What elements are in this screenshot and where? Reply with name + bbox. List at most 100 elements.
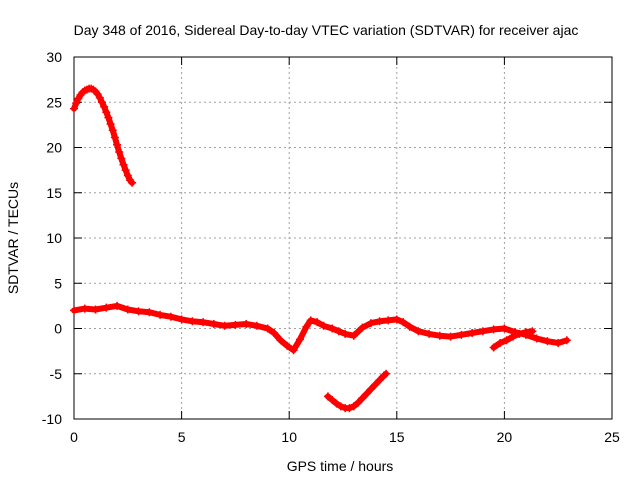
data-point [166, 312, 175, 321]
data-point [384, 316, 393, 325]
data-point [521, 328, 530, 337]
y-tick-label: 10 [46, 230, 62, 246]
data-point [543, 337, 552, 346]
data-point [102, 303, 111, 312]
data-point [70, 306, 78, 315]
data-point [209, 319, 218, 328]
data-point [102, 108, 111, 117]
y-tick-label: 25 [46, 94, 62, 110]
data-point [489, 343, 498, 352]
data-point [295, 335, 304, 344]
data-point [123, 305, 132, 314]
data-point [263, 324, 272, 333]
chart-title: Day 348 of 2016, Sidereal Day-to-day VTE… [74, 22, 579, 38]
data-point [270, 329, 279, 338]
data-point [414, 327, 423, 336]
data-point [313, 318, 322, 327]
data-point [446, 332, 455, 341]
data-point [121, 166, 130, 175]
data-point [358, 323, 367, 332]
y-tick-label: 30 [46, 49, 62, 65]
data-point [334, 327, 343, 336]
data-point [562, 336, 571, 345]
data-point [375, 376, 384, 385]
y-tick-label: 20 [46, 140, 62, 156]
x-tick-label: 10 [281, 429, 297, 445]
data-point [528, 327, 537, 336]
data-point [323, 392, 332, 401]
data-point [345, 404, 354, 413]
data-point [332, 399, 341, 408]
data-point [97, 98, 106, 107]
data-point [392, 315, 401, 324]
data-point [134, 307, 143, 316]
data-point [252, 321, 261, 330]
data-point [276, 336, 285, 345]
data-point [349, 331, 358, 340]
data-point [106, 119, 115, 128]
data-point [242, 319, 251, 328]
grid [74, 57, 612, 419]
data-point [358, 394, 367, 403]
data-point [113, 301, 122, 310]
data-point [515, 329, 524, 338]
data-point [123, 171, 132, 180]
data-point [199, 318, 208, 327]
data-point [328, 324, 337, 333]
data-point [375, 317, 384, 326]
data-point [425, 329, 434, 338]
data-point [220, 321, 229, 330]
y-tick-label: 15 [46, 185, 62, 201]
y-tick-label: 0 [54, 321, 62, 337]
data-point [100, 102, 109, 111]
data-point [349, 402, 358, 411]
data-point [328, 395, 337, 404]
data-point [231, 320, 240, 329]
data-point [113, 140, 122, 149]
data-point [104, 113, 113, 122]
data-point [399, 318, 408, 327]
data-series [70, 84, 571, 413]
data-point [362, 389, 371, 398]
data-point [80, 304, 89, 313]
series-track-1 [71, 85, 136, 186]
data-point [489, 325, 498, 334]
y-tick-label: 5 [54, 275, 62, 291]
y-tick-label: -10 [42, 411, 62, 427]
data-point [319, 321, 328, 330]
data-point [554, 338, 563, 347]
y-tick-label: -5 [50, 366, 63, 382]
data-point [500, 324, 509, 333]
data-point [110, 133, 119, 142]
data-point [354, 398, 363, 407]
data-point [336, 402, 345, 411]
data-point [382, 369, 391, 378]
data-point [405, 322, 414, 331]
data-point [72, 99, 81, 108]
data-point [478, 327, 487, 336]
data-point [435, 331, 444, 340]
data-point [119, 160, 128, 169]
data-point [117, 154, 126, 163]
x-tick-label: 5 [178, 429, 186, 445]
x-tick-label: 0 [70, 429, 78, 445]
data-point [366, 385, 375, 394]
data-point [496, 338, 505, 347]
data-point [115, 148, 124, 157]
data-point [91, 305, 100, 314]
data-point [95, 93, 104, 102]
data-point [145, 308, 154, 317]
x-axis-label: GPS time / hours [287, 458, 394, 474]
x-tick-label: 15 [389, 429, 405, 445]
data-point [366, 319, 375, 328]
data-point [306, 316, 315, 325]
y-axis-label: SDTVAR / TECUs [5, 182, 21, 294]
data-point [128, 178, 137, 187]
data-point [302, 322, 311, 331]
data-point [371, 380, 380, 389]
data-point [177, 315, 186, 324]
data-point [509, 332, 518, 341]
data-point [70, 104, 78, 113]
data-point [532, 334, 541, 343]
